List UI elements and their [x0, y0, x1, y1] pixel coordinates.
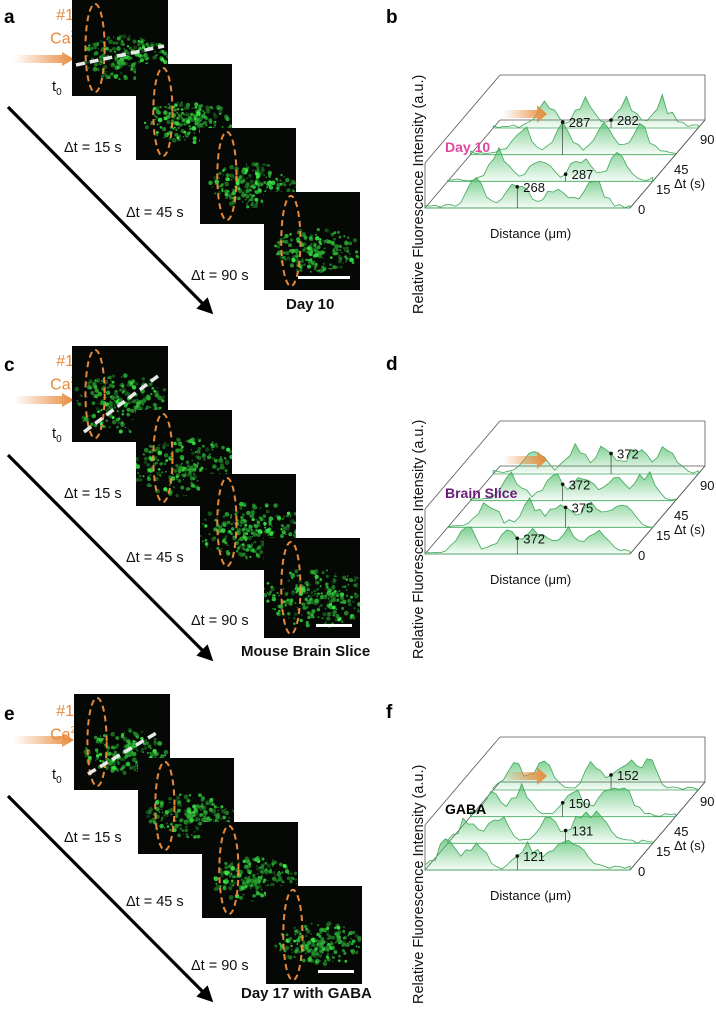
z-tick-3: 90	[700, 132, 714, 147]
ridge-plot-d: 372 372 375 372 Distance (μm) 0 15 45 90 Δt (s) Br…	[380, 346, 716, 676]
chart-f: f Relative Fluorescence Intensity (a.u.)…	[380, 692, 716, 1007]
panel-letter-d: d	[386, 354, 398, 376]
peak-label-2: 287	[569, 115, 591, 130]
z-tick-1: 15	[656, 844, 670, 859]
z-axis-label: Δt (s)	[674, 176, 705, 191]
peak-label-3: 372	[617, 446, 639, 461]
chart-f-ylabel: Relative Fluorescence Intensity (a.u.)	[411, 765, 427, 1004]
z-tick-0: 0	[638, 202, 645, 217]
peak-label-2: 150	[569, 796, 591, 811]
peak-label-2: 372	[569, 477, 591, 492]
inset-label: Brain Slice	[445, 485, 518, 501]
z-tick-1: 15	[656, 528, 670, 543]
z-axis-label: Δt (s)	[674, 838, 705, 853]
z-axis-label: Δt (s)	[674, 522, 705, 537]
inset-label: Day 10	[445, 139, 490, 155]
peak-label-1: 375	[572, 500, 594, 515]
panel-letter-f: f	[386, 702, 392, 724]
peak-label-0: 121	[523, 849, 545, 864]
time-arrow-a	[8, 107, 211, 312]
chart-b: b Relative Fluorescence Intensity (a.u.)…	[380, 0, 716, 330]
time-arrow-e	[8, 796, 211, 1000]
z-tick-3: 90	[700, 478, 714, 493]
chart-d: d Relative Fluorescence Intensity (a.u.)…	[380, 346, 716, 676]
panel-letter-b: b	[386, 7, 398, 29]
z-tick-0: 0	[638, 548, 645, 563]
peak-label-3: 152	[617, 768, 639, 783]
peak-label-0: 268	[523, 180, 545, 195]
z-tick-2: 45	[674, 824, 688, 839]
z-tick-2: 45	[674, 508, 688, 523]
z-tick-0: 0	[638, 864, 645, 879]
x-axis-label: Distance (μm)	[490, 888, 571, 903]
time-arrow-c	[8, 455, 211, 659]
chart-d-ylabel: Relative Fluorescence Intensity (a.u.)	[411, 420, 427, 659]
inset-label: GABA	[445, 801, 486, 817]
peak-label-1: 131	[572, 824, 594, 839]
chart-b-ylabel: Relative Fluorescence Intensity (a.u.)	[411, 75, 427, 314]
peak-label-0: 372	[523, 531, 545, 546]
z-tick-2: 45	[674, 162, 688, 177]
ridge-plot-f: 152 150 131 121 Distance (μm) 0 15 45 90 Δt (s) GA…	[380, 692, 716, 1007]
peak-label-3: 282	[617, 113, 639, 128]
z-tick-1: 15	[656, 182, 670, 197]
z-tick-3: 90	[700, 794, 714, 809]
x-axis-label: Distance (μm)	[490, 572, 571, 587]
x-axis-label: Distance (μm)	[490, 226, 571, 241]
peak-label-1: 287	[572, 167, 594, 182]
ridge-plot-b: 282 287 287 268 Distance (μm) 0 15 45 90 Δt (s) Da…	[380, 0, 716, 330]
